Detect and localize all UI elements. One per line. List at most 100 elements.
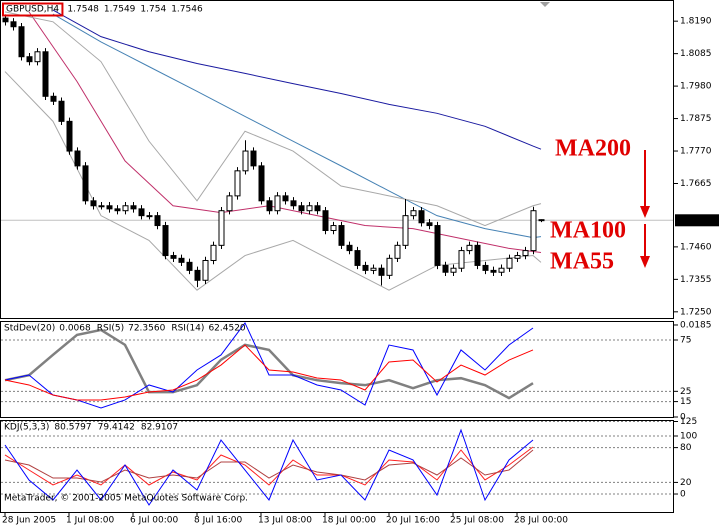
candle-body <box>394 244 401 259</box>
ohlc-value: 1.7548 <box>67 5 99 15</box>
candle-body <box>402 215 409 246</box>
candle-body <box>18 26 25 58</box>
y-tick-label: 0 <box>680 490 686 500</box>
y-tick-label: 1.7460 <box>680 242 712 252</box>
x-tick-label: 25 Jul 08:00 <box>450 516 504 525</box>
ma-annotation: MA55 <box>550 249 614 275</box>
series-last-value: 82.9107 <box>141 423 178 433</box>
candle-body <box>82 165 89 202</box>
candle-body <box>162 225 169 257</box>
candle-body <box>178 257 185 263</box>
indicator-line <box>4 449 534 483</box>
watermark: MetaTrader, © 2001-2005 MetaQuotes Softw… <box>4 494 248 504</box>
candle-body <box>66 120 73 152</box>
candle-body <box>90 200 97 207</box>
candle-body <box>522 250 529 257</box>
candle-body <box>290 200 297 207</box>
ohlc-value: 1.7546 <box>171 5 203 15</box>
title-box <box>2 2 64 17</box>
ma-annotation: MA100 <box>550 218 626 244</box>
ma-annotation: MA200 <box>555 136 631 162</box>
candle-body <box>298 205 305 212</box>
candle-body <box>122 205 129 212</box>
series-last-value: 0.0068 <box>59 324 91 334</box>
candle-body <box>490 269 497 273</box>
candle-body <box>410 210 417 217</box>
candle-body <box>274 195 281 212</box>
y-tick-label: 75 <box>680 335 691 345</box>
price-panel <box>0 0 674 319</box>
candle-body <box>362 264 369 271</box>
y-tick-label: 100 <box>680 432 697 442</box>
candle-body <box>434 225 441 266</box>
shift-marker <box>540 2 550 7</box>
candle-body <box>34 51 41 63</box>
candle-body <box>242 150 249 172</box>
candle-body <box>466 244 473 252</box>
candle-body <box>338 225 345 246</box>
candle-body <box>74 150 81 167</box>
candle-body <box>130 205 137 210</box>
indicator-line <box>4 71 542 291</box>
y-tick-label: 1.7875 <box>680 114 712 124</box>
candle-body <box>506 257 513 269</box>
y-tick-label: 0 <box>680 413 686 423</box>
candle-body <box>146 215 153 218</box>
x-tick-label: 28 Jun 2005 <box>2 516 56 525</box>
candle-body <box>386 257 393 276</box>
x-tick-label: 20 Jul 16:00 <box>386 516 440 525</box>
candle-body <box>234 170 241 197</box>
candle-body <box>218 210 225 246</box>
candle-body <box>210 244 217 261</box>
candle-body <box>2 17 9 23</box>
chart-title: GBPUSD,H4 <box>6 5 59 15</box>
indicator-line <box>4 428 534 506</box>
series-name: RSI(5) <box>97 324 124 334</box>
candle-body <box>458 250 465 269</box>
arrows <box>640 150 650 268</box>
series-last-value: 62.4520 <box>208 324 245 334</box>
candle-body <box>26 56 33 63</box>
y-tick-label: 1.8085 <box>680 49 712 59</box>
series-name: RSI(14) <box>171 324 204 334</box>
y-tick-label: 1.7665 <box>680 179 712 189</box>
series-last-value: 79.4142 <box>98 423 135 433</box>
candle-body <box>530 210 537 252</box>
candle-body <box>266 200 273 212</box>
candle-body <box>346 244 353 252</box>
candle-body <box>186 261 193 271</box>
candle-body <box>282 195 289 202</box>
y-tick-label: 25 <box>680 387 691 397</box>
indicator-line <box>4 11 542 227</box>
candle-body <box>450 267 457 273</box>
y-tick-label: 80 <box>680 443 692 453</box>
candle-body <box>354 250 361 266</box>
candle-body <box>442 264 449 273</box>
candle-body <box>250 150 257 167</box>
candle-body <box>330 225 337 231</box>
candle-body <box>114 208 121 212</box>
candle-body <box>306 205 313 212</box>
candle-body <box>138 208 145 217</box>
series-last-value: 72.3560 <box>128 324 165 334</box>
indicator-line <box>4 344 534 401</box>
candle-body <box>418 210 425 224</box>
candle-body <box>170 255 177 259</box>
x-tick-label: 8 Jul 16:00 <box>194 516 243 525</box>
candle-body <box>50 95 57 102</box>
ohlc-value: 1.7549 <box>104 5 136 15</box>
candle-body <box>370 267 377 271</box>
panel-title: KDJ(5,3,3) <box>4 423 49 433</box>
candle-body <box>426 222 433 227</box>
candle-body <box>498 267 505 273</box>
candle-body <box>58 100 65 122</box>
indicator-line <box>4 446 534 486</box>
candle-body <box>106 205 113 210</box>
candle-body <box>538 219 545 222</box>
x-tick-label: 28 Jul 00:00 <box>514 516 568 525</box>
candle-body <box>258 165 265 202</box>
y-tick-label: 1.7250 <box>680 307 712 317</box>
candle-body <box>98 205 105 208</box>
y-tick-label: 1.7770 <box>680 147 712 157</box>
